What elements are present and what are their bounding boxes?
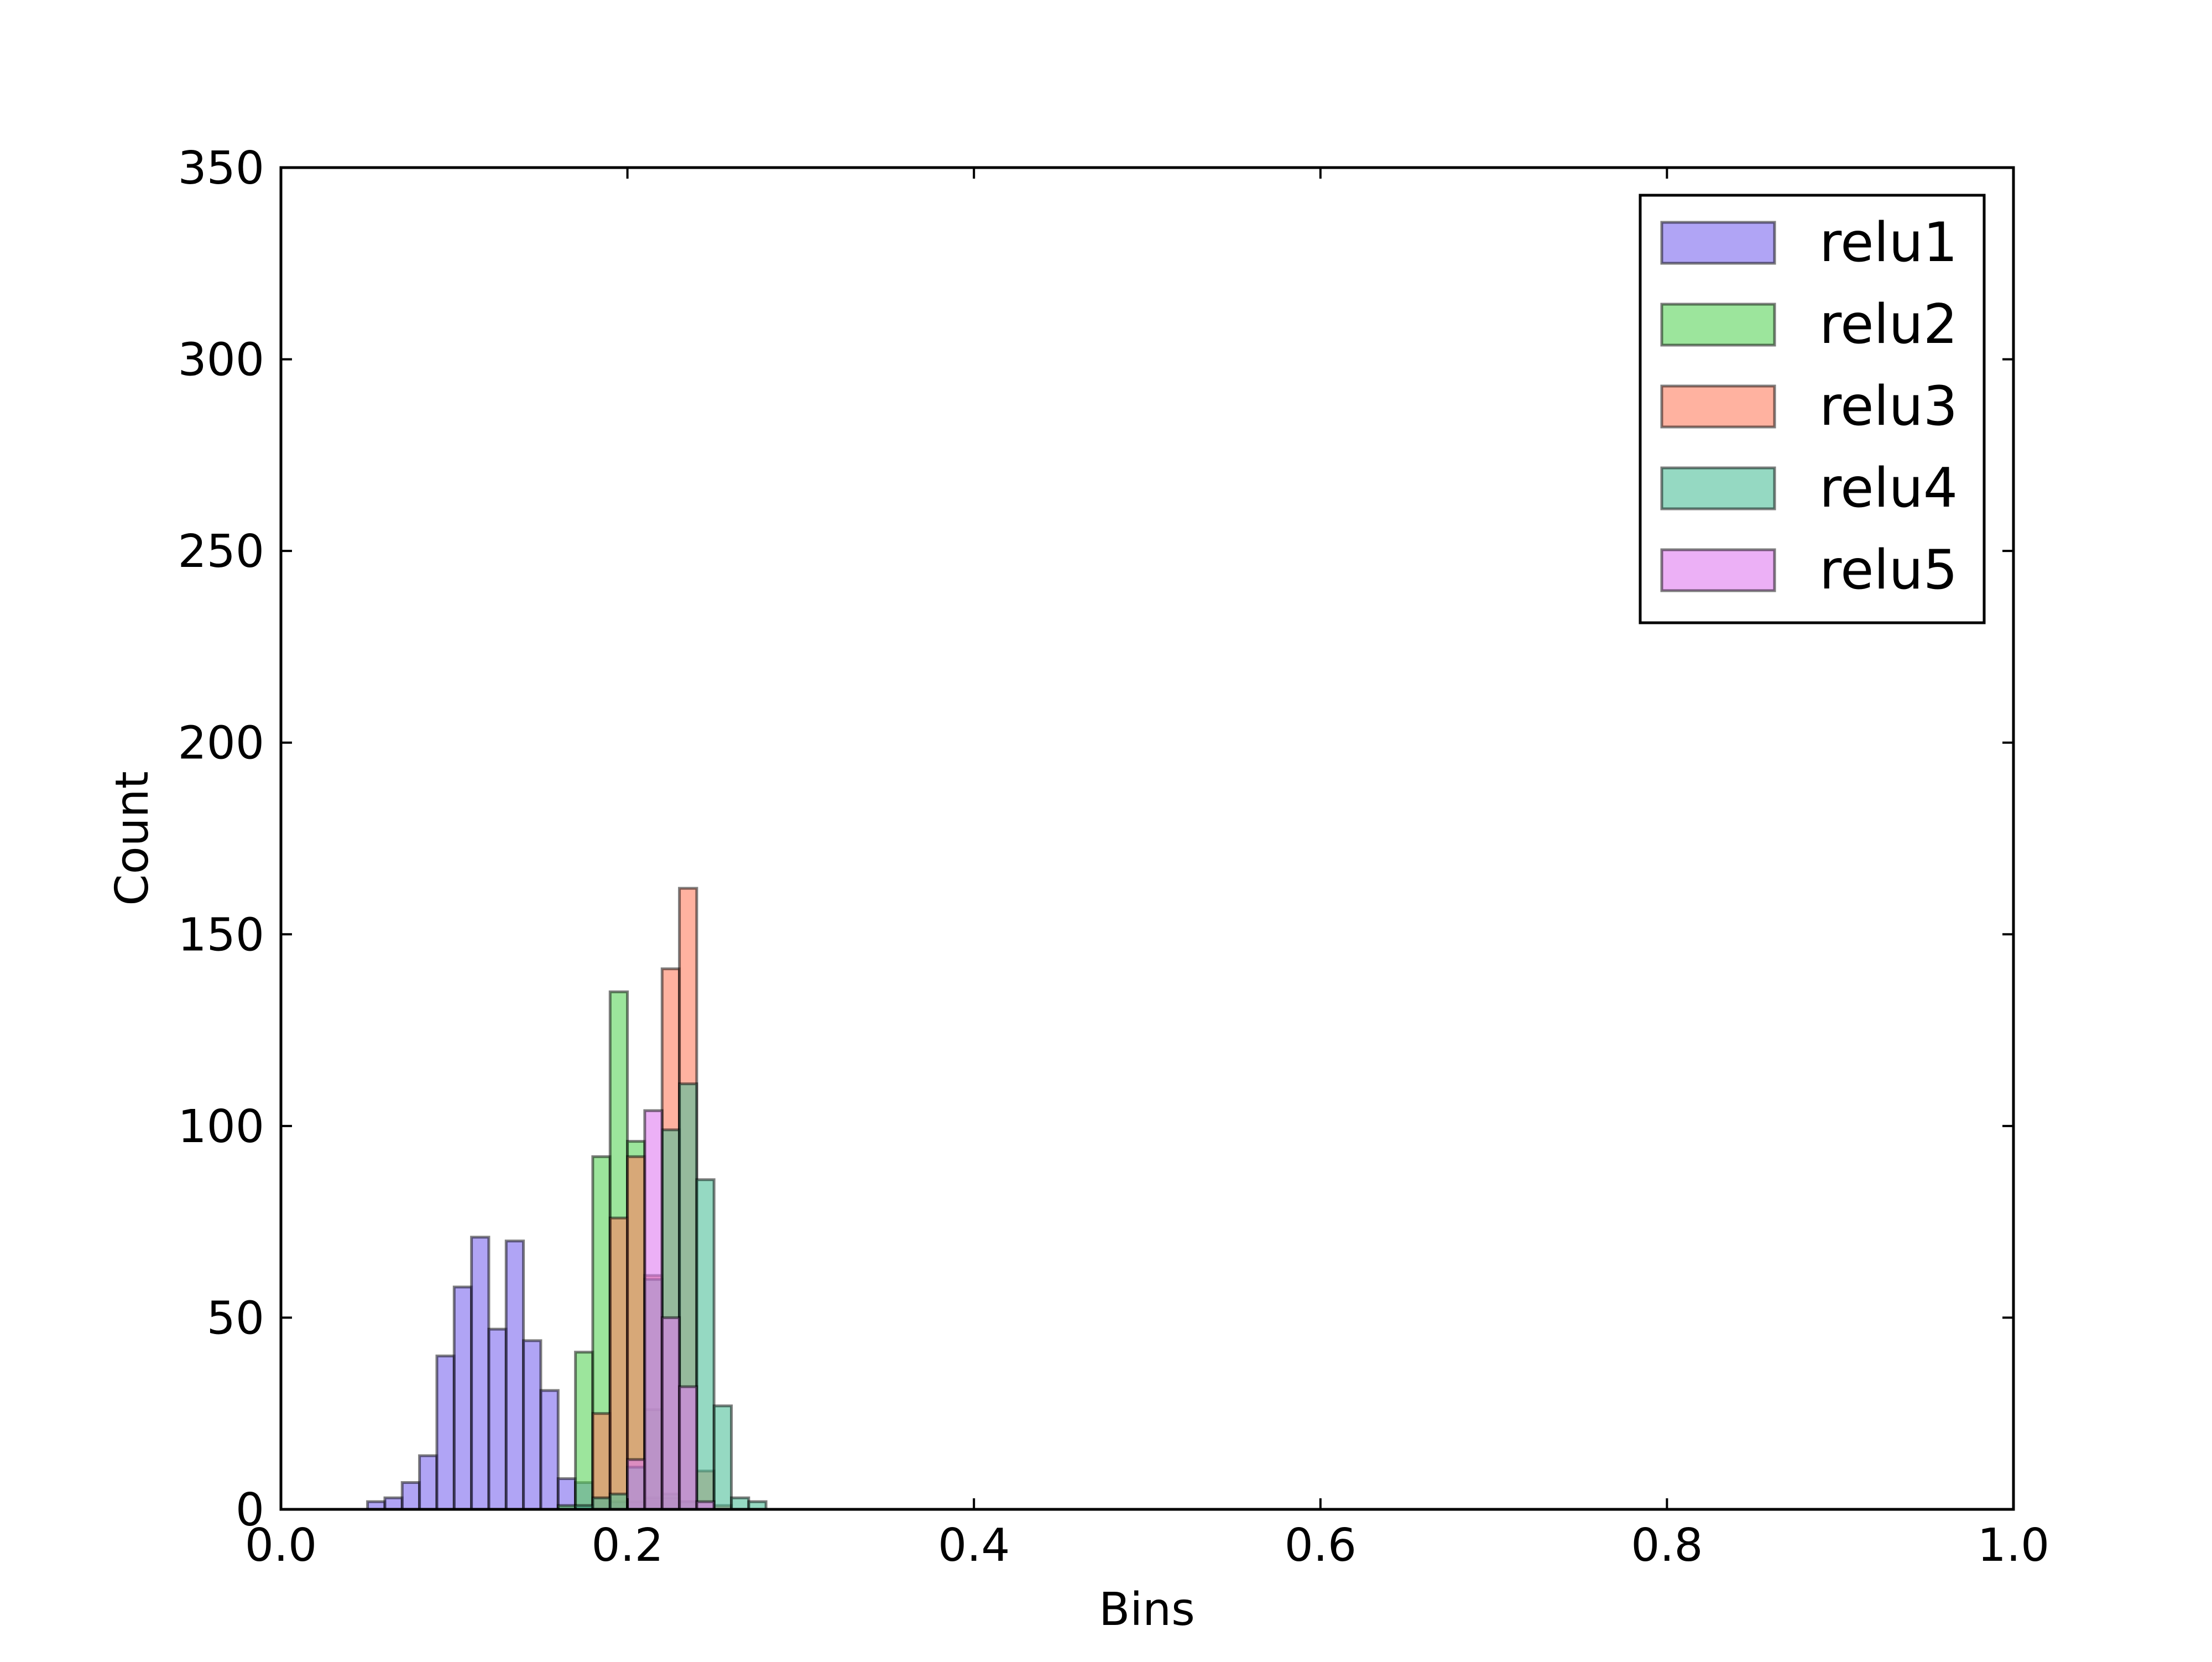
bar-relu4: [608, 1492, 629, 1511]
legend-swatch-relu3: [1660, 384, 1776, 429]
x-tick-label: 1.0: [1978, 1519, 2049, 1572]
bar-relu5: [626, 1458, 646, 1511]
x-tick-label: 0.8: [1631, 1519, 1703, 1572]
legend-swatch-relu4: [1660, 466, 1776, 510]
y-tick-labels: 0 50 100 150 200 250 300 350: [178, 142, 264, 1536]
bars-layer: [366, 887, 768, 1511]
bar-relu1: [539, 1389, 560, 1511]
x-tick-labels: 0.0 0.2 0.4 0.6 0.8 1.0: [245, 1519, 2049, 1572]
legend-swatch-relu2: [1660, 303, 1776, 347]
legend: relu1 relu2 relu3 relu4 relu5: [1639, 194, 1986, 624]
legend-swatch-relu5: [1660, 548, 1776, 592]
legend-items: relu1 relu2 relu3 relu4 relu5: [1660, 211, 1958, 602]
bar-relu4: [695, 1178, 716, 1511]
bar-relu4: [712, 1404, 733, 1511]
y-axis-label: Count: [106, 771, 159, 906]
legend-label-relu3: relu3: [1819, 375, 1958, 438]
bar-relu5: [643, 1109, 664, 1511]
series-relu1: [366, 1236, 698, 1511]
legend-label-relu4: relu4: [1819, 457, 1958, 520]
x-axis-label: Bins: [1099, 1583, 1195, 1636]
bar-relu1: [383, 1496, 404, 1511]
y-tick-label: 300: [178, 334, 264, 387]
y-tick-label: 150: [178, 909, 264, 961]
bar-relu1: [418, 1454, 439, 1511]
bar-relu4: [591, 1496, 612, 1511]
plot-frame: [279, 166, 2015, 1511]
y-tick-label: 200: [178, 717, 264, 770]
bar-relu1: [400, 1481, 421, 1511]
bar-relu3: [591, 1412, 612, 1511]
ticks-layer: [280, 166, 2015, 1510]
bar-relu3: [626, 1155, 646, 1511]
bar-relu4: [730, 1496, 750, 1511]
bar-relu1: [504, 1239, 525, 1511]
bar-relu3: [608, 1216, 629, 1511]
series-relu5: [626, 1109, 716, 1511]
legend-swatch-relu1: [1660, 221, 1776, 265]
bar-relu1: [470, 1236, 491, 1511]
x-tick-label: 0.2: [591, 1519, 663, 1572]
bar-relu5: [678, 1385, 698, 1511]
bar-relu2: [574, 1351, 594, 1511]
x-tick-label: 0.4: [938, 1519, 1010, 1572]
legend-label-relu5: relu5: [1819, 539, 1958, 602]
legend-label-relu1: relu1: [1819, 211, 1958, 274]
y-tick-label: 50: [207, 1292, 264, 1345]
x-tick-label: 0.6: [1285, 1519, 1357, 1572]
y-tick-label: 0: [236, 1484, 264, 1536]
bar-relu1: [435, 1354, 456, 1511]
bar-relu1: [487, 1327, 508, 1511]
bar-relu5: [660, 1316, 681, 1511]
bar-relu1: [522, 1339, 542, 1511]
legend-label-relu2: relu2: [1819, 293, 1958, 356]
y-tick-label: 100: [178, 1101, 264, 1153]
y-tick-label: 350: [178, 142, 264, 195]
y-tick-label: 250: [178, 525, 264, 578]
bar-relu1: [452, 1285, 473, 1511]
x-tick-label: 0.0: [245, 1519, 317, 1572]
